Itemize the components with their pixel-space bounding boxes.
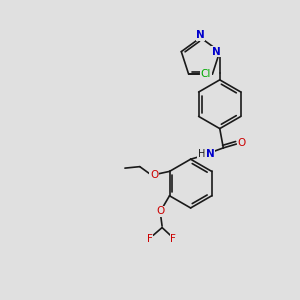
Text: O: O	[238, 138, 246, 148]
Text: F: F	[147, 234, 152, 244]
Text: F: F	[170, 234, 176, 244]
Text: N: N	[212, 46, 220, 57]
Text: Cl: Cl	[201, 69, 211, 79]
Text: O: O	[150, 170, 158, 180]
Text: N: N	[196, 30, 205, 40]
Text: H: H	[198, 149, 205, 160]
Text: O: O	[157, 206, 165, 216]
Text: N: N	[206, 149, 215, 160]
